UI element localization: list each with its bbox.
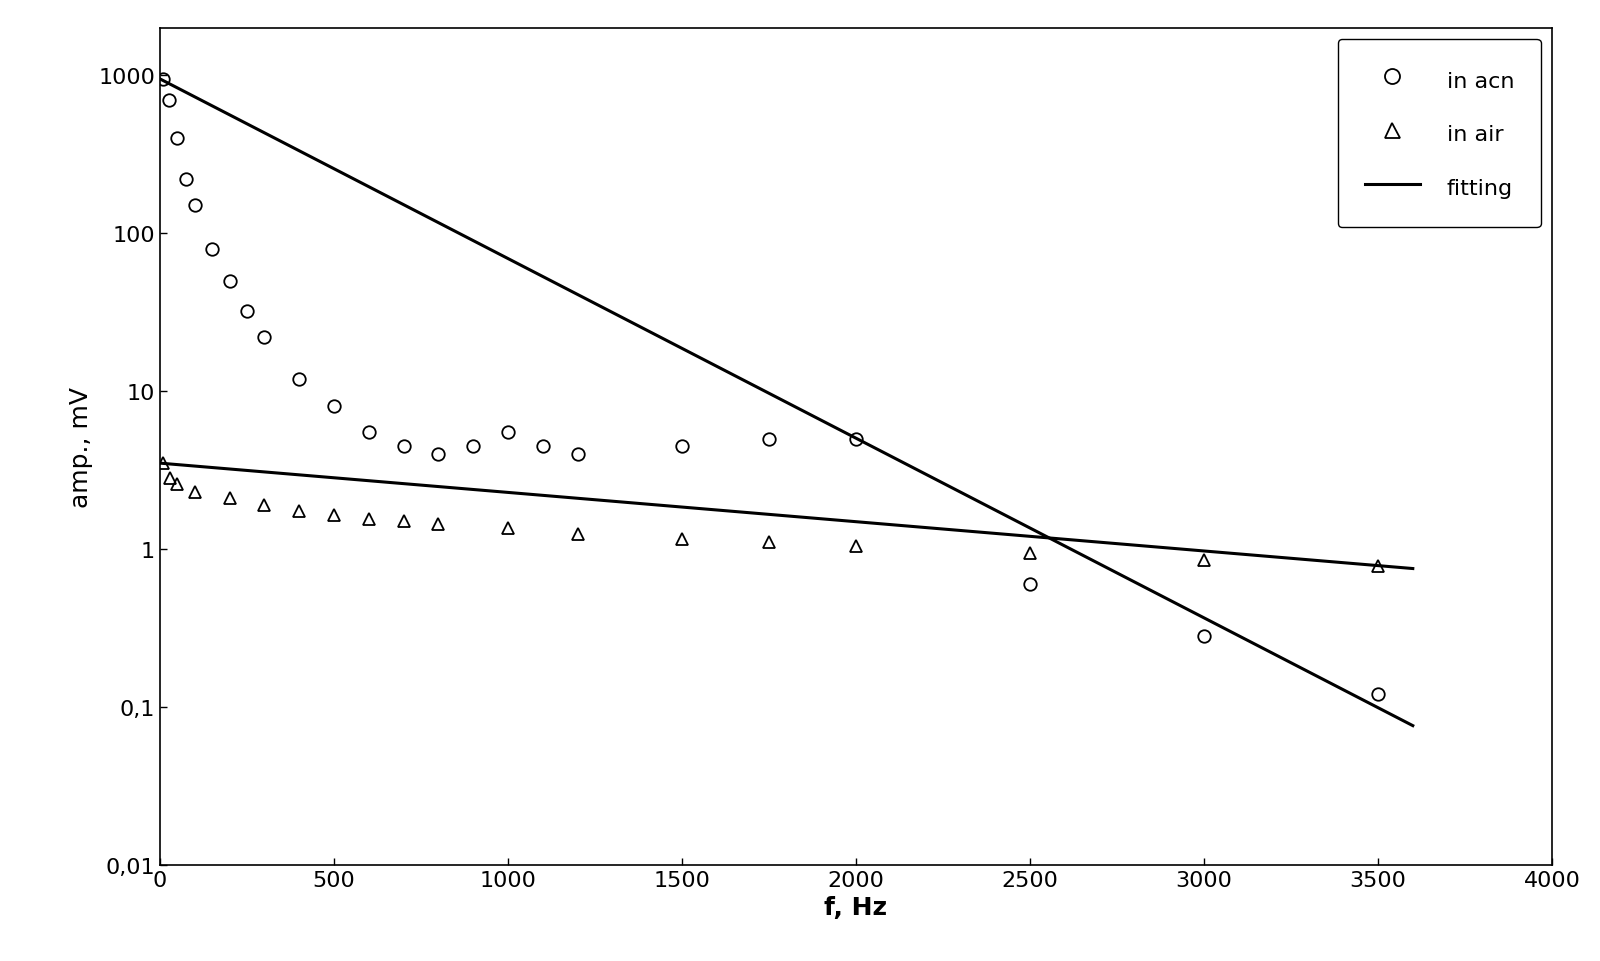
in acn	[429, 449, 448, 460]
in acn	[154, 74, 173, 86]
in acn	[325, 402, 344, 413]
in acn	[203, 243, 222, 255]
in acn	[1194, 630, 1214, 642]
fitting	[150, 74, 170, 86]
in air	[672, 534, 691, 546]
fitting	[1366, 702, 1386, 713]
in acn	[168, 134, 187, 145]
in air	[168, 479, 187, 490]
in acn	[237, 307, 256, 318]
in acn	[846, 433, 866, 445]
in air	[429, 518, 448, 530]
fitting	[1138, 582, 1157, 594]
Y-axis label: amp., mV: amp., mV	[69, 386, 93, 507]
in acn	[760, 433, 779, 445]
in air	[154, 457, 173, 469]
in air	[568, 529, 587, 540]
in acn	[221, 276, 240, 287]
fitting	[726, 371, 746, 382]
in acn	[533, 441, 552, 453]
in acn	[158, 95, 178, 107]
in acn	[290, 374, 309, 385]
in air	[846, 540, 866, 552]
in acn	[1368, 689, 1387, 701]
in acn	[254, 332, 274, 343]
in acn	[1021, 579, 1040, 590]
in acn	[394, 441, 413, 453]
in air	[394, 516, 413, 528]
Line: in acn: in acn	[157, 74, 1384, 701]
in air	[221, 493, 240, 505]
in acn	[358, 427, 379, 438]
in acn	[568, 449, 587, 460]
in air	[358, 514, 379, 526]
in air	[1368, 560, 1387, 572]
X-axis label: f, Hz: f, Hz	[824, 896, 888, 920]
fitting	[214, 108, 234, 119]
in air	[325, 509, 344, 521]
in air	[162, 473, 181, 484]
in air	[1194, 554, 1214, 566]
in acn	[464, 441, 483, 453]
in acn	[186, 201, 205, 212]
in air	[254, 500, 274, 511]
in air	[186, 486, 205, 498]
fitting	[760, 388, 779, 400]
in air	[760, 537, 779, 549]
in acn	[499, 427, 518, 438]
in air	[499, 523, 518, 534]
Line: fitting: fitting	[160, 80, 1413, 726]
fitting	[1366, 701, 1386, 712]
Line: in air: in air	[157, 457, 1384, 573]
Legend: in acn, in air, fitting: in acn, in air, fitting	[1338, 40, 1541, 228]
in acn	[672, 441, 691, 453]
in acn	[176, 174, 195, 185]
in air	[290, 505, 309, 517]
fitting	[1403, 720, 1422, 731]
in air	[1021, 547, 1040, 558]
